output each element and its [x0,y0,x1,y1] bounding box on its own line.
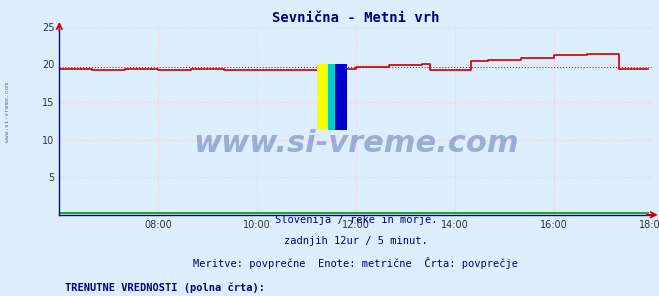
Title: Sevnična - Metni vrh: Sevnična - Metni vrh [272,12,440,25]
Text: Slovenija / reke in morje.: Slovenija / reke in morje. [275,215,437,225]
Text: www.si-vreme.com: www.si-vreme.com [193,129,519,158]
Text: TRENUTNE VREDNOSTI (polna črta):: TRENUTNE VREDNOSTI (polna črta): [65,283,265,293]
Text: Meritve: povprečne  Enote: metrične  Črta: povprečje: Meritve: povprečne Enote: metrične Črta:… [193,257,519,269]
Text: zadnjih 12ur / 5 minut.: zadnjih 12ur / 5 minut. [284,236,428,246]
Text: www.si-vreme.com: www.si-vreme.com [5,83,11,142]
